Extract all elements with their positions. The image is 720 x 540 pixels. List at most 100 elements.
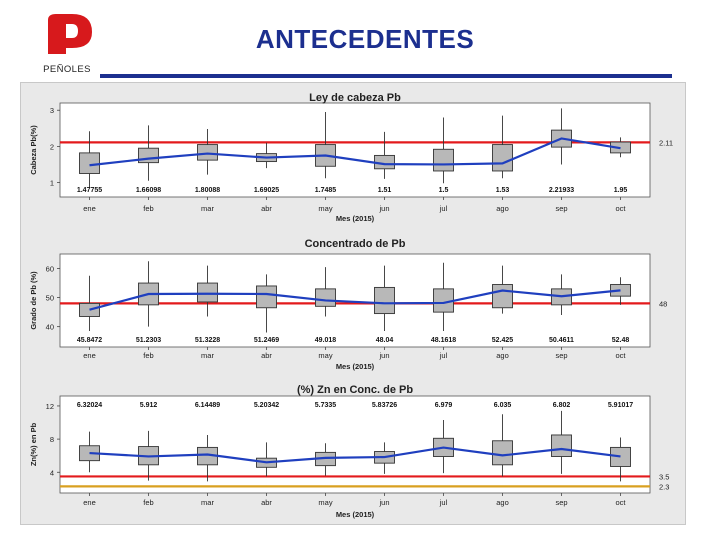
- zn-pb-y-tick-label: 4: [50, 468, 54, 477]
- zn-pb-x-tick-label: jun: [378, 498, 389, 507]
- zn-pb-x-tick-label: mar: [201, 498, 214, 507]
- head-pb-x-tick-label: mar: [201, 204, 214, 213]
- conc-pb-x-tick-label: may: [318, 351, 332, 360]
- head-pb-y-tick-label: 2: [50, 142, 54, 151]
- head-pb-mean-label: 2.21933: [549, 187, 574, 194]
- conc-pb-x-tick-label: ene: [83, 351, 96, 360]
- head-pb-x-tick-label: abr: [261, 204, 272, 213]
- head-pb-y-axis-label: Cabeza Pb(%): [29, 125, 38, 175]
- head-pb-y-tick-label: 1: [50, 179, 54, 188]
- logo-text: PEÑOLES: [43, 64, 91, 74]
- head-pb-y-tick-label: 3: [50, 106, 54, 115]
- zn-pb-y-axis-label: Zn(%) en Pb: [29, 422, 38, 466]
- conc-pb-box-ago: [492, 284, 513, 309]
- zn-pb-y-tick-label: 8: [50, 435, 54, 444]
- head-pb-chart-title: Ley de cabeza Pb: [309, 92, 401, 104]
- zn-pb-mean-label: 6.14489: [195, 402, 220, 409]
- conc-pb-box-jun: [374, 286, 395, 315]
- conc-pb-x-tick-label: abr: [261, 351, 272, 360]
- title-rule: [100, 74, 672, 78]
- conc-pb-mean-line: [89, 289, 621, 311]
- head-pb-x-tick-label: jul: [439, 204, 448, 213]
- conc-pb-y-axis-label: Grado de Pb (%): [29, 271, 38, 330]
- zn-pb-mean-label: 6.32024: [77, 402, 102, 409]
- conc-pb-x-tick-label: sep: [555, 351, 567, 360]
- conc-pb-box-abr: [256, 285, 277, 309]
- conc-pb-x-tick-label: ago: [496, 351, 509, 360]
- zn-pb-x-tick-label: may: [318, 498, 332, 507]
- conc-pb-reference-label: 48: [659, 299, 667, 308]
- conc-pb-mean-label: 51.3228: [195, 337, 220, 344]
- head-pb-x-tick-label: sep: [555, 204, 567, 213]
- zn-pb-x-axis-label: Mes (2015): [336, 510, 375, 519]
- conc-pb-box-ene: [79, 302, 100, 317]
- conc-pb-x-tick-label: oct: [615, 351, 626, 360]
- conc-pb-x-axis-label: Mes (2015): [336, 362, 375, 371]
- page-title: ANTECEDENTES: [255, 24, 475, 54]
- zn-pb-chart-title: (%) Zn en Conc. de Pb: [297, 384, 413, 396]
- head-pb-mean-label: 1.66098: [136, 187, 161, 194]
- head-pb-mean-label: 1.95: [614, 187, 628, 194]
- head-pb-mean-label: 1.47755: [77, 187, 102, 194]
- zn-pb-x-tick-label: sep: [555, 498, 567, 507]
- conc-pb-mean-label: 49.018: [315, 337, 337, 344]
- zn-pb-y-tick-label: 12: [46, 402, 54, 411]
- zn-pb-x-tick-label: ene: [83, 498, 96, 507]
- zn-pb-x-tick-label: oct: [615, 498, 626, 507]
- zn-pb-box-sep: [551, 434, 572, 457]
- head-pb-box-jul: [433, 148, 454, 172]
- head-pb-mean-label: 1.5: [439, 187, 449, 194]
- head-pb-box-mar: [197, 144, 218, 161]
- zn-pb-mean-label: 5.91017: [608, 402, 633, 409]
- conc-pb-y-tick-label: 60: [46, 265, 54, 274]
- conc-pb-mean-label: 51.2469: [254, 337, 279, 344]
- zn-pb-x-tick-label: ago: [496, 498, 509, 507]
- conc-pb-mean-label: 50.4611: [549, 337, 574, 344]
- zn-pb-reference-label: 3.5: [659, 472, 669, 481]
- head-pb-x-tick-label: ene: [83, 204, 96, 213]
- zn-pb-x-tick-label: jul: [439, 498, 448, 507]
- head-pb-mean-line: [89, 137, 621, 167]
- conc-pb-y-tick-label: 50: [46, 294, 54, 303]
- conc-pb-mean-label: 48.04: [376, 337, 394, 344]
- head-pb-x-tick-label: oct: [615, 204, 626, 213]
- conc-pb-mean-label: 45.8472: [77, 337, 102, 344]
- conc-pb-box-may: [315, 288, 336, 307]
- conc-pb-mean-label: 52.425: [492, 337, 514, 344]
- head-pb-x-tick-label: may: [318, 204, 332, 213]
- conc-pb-x-tick-label: jun: [378, 351, 389, 360]
- zn-pb-mean-label: 6.802: [553, 402, 571, 409]
- head-pb-x-tick-label: ago: [496, 204, 509, 213]
- zn-pb-x-tick-label: abr: [261, 498, 272, 507]
- head-pb-x-axis-label: Mes (2015): [336, 214, 375, 223]
- head-pb-mean-label: 1.80088: [195, 187, 220, 194]
- zn-pb-mean-label: 5.20342: [254, 402, 279, 409]
- conc-pb-mean-label: 48.1618: [431, 337, 456, 344]
- logo-mark: [48, 14, 92, 54]
- head-pb-reference-label: 2.11: [659, 138, 673, 147]
- conc-pb-mean-label: 51.2303: [136, 337, 161, 344]
- zn-pb-mean-label: 5.912: [140, 402, 158, 409]
- zn-pb-mean-label: 6.035: [494, 402, 512, 409]
- conc-pb-x-tick-label: jul: [439, 351, 448, 360]
- head-pb-mean-label: 1.51: [378, 187, 392, 194]
- zn-pb-mean-label: 5.7335: [315, 402, 337, 409]
- head-pb-mean-label: 1.7485: [315, 187, 337, 194]
- zn-pb-mean-label: 5.83726: [372, 402, 397, 409]
- conc-pb-chart-title: Concentrado de Pb: [305, 238, 406, 250]
- zn-pb-mean-label: 6.979: [435, 402, 453, 409]
- zn-pb-mean-line: [89, 446, 621, 464]
- zn-pb-box-ago: [492, 440, 513, 466]
- head-pb-mean-label: 1.53: [496, 187, 510, 194]
- conc-pb-mean-label: 52.48: [612, 337, 630, 344]
- conc-pb-x-tick-label: mar: [201, 351, 214, 360]
- zn-pb-x-tick-label: feb: [143, 498, 153, 507]
- penoles-logo: PEÑOLES: [43, 14, 92, 74]
- conc-pb-y-tick-label: 40: [46, 323, 54, 332]
- head-pb-x-tick-label: jun: [378, 204, 389, 213]
- zn-pb-box-oct: [610, 446, 631, 467]
- head-pb-box-ago: [492, 144, 513, 172]
- head-pb-mean-label: 1.69025: [254, 187, 279, 194]
- head-pb-x-tick-label: feb: [143, 204, 153, 213]
